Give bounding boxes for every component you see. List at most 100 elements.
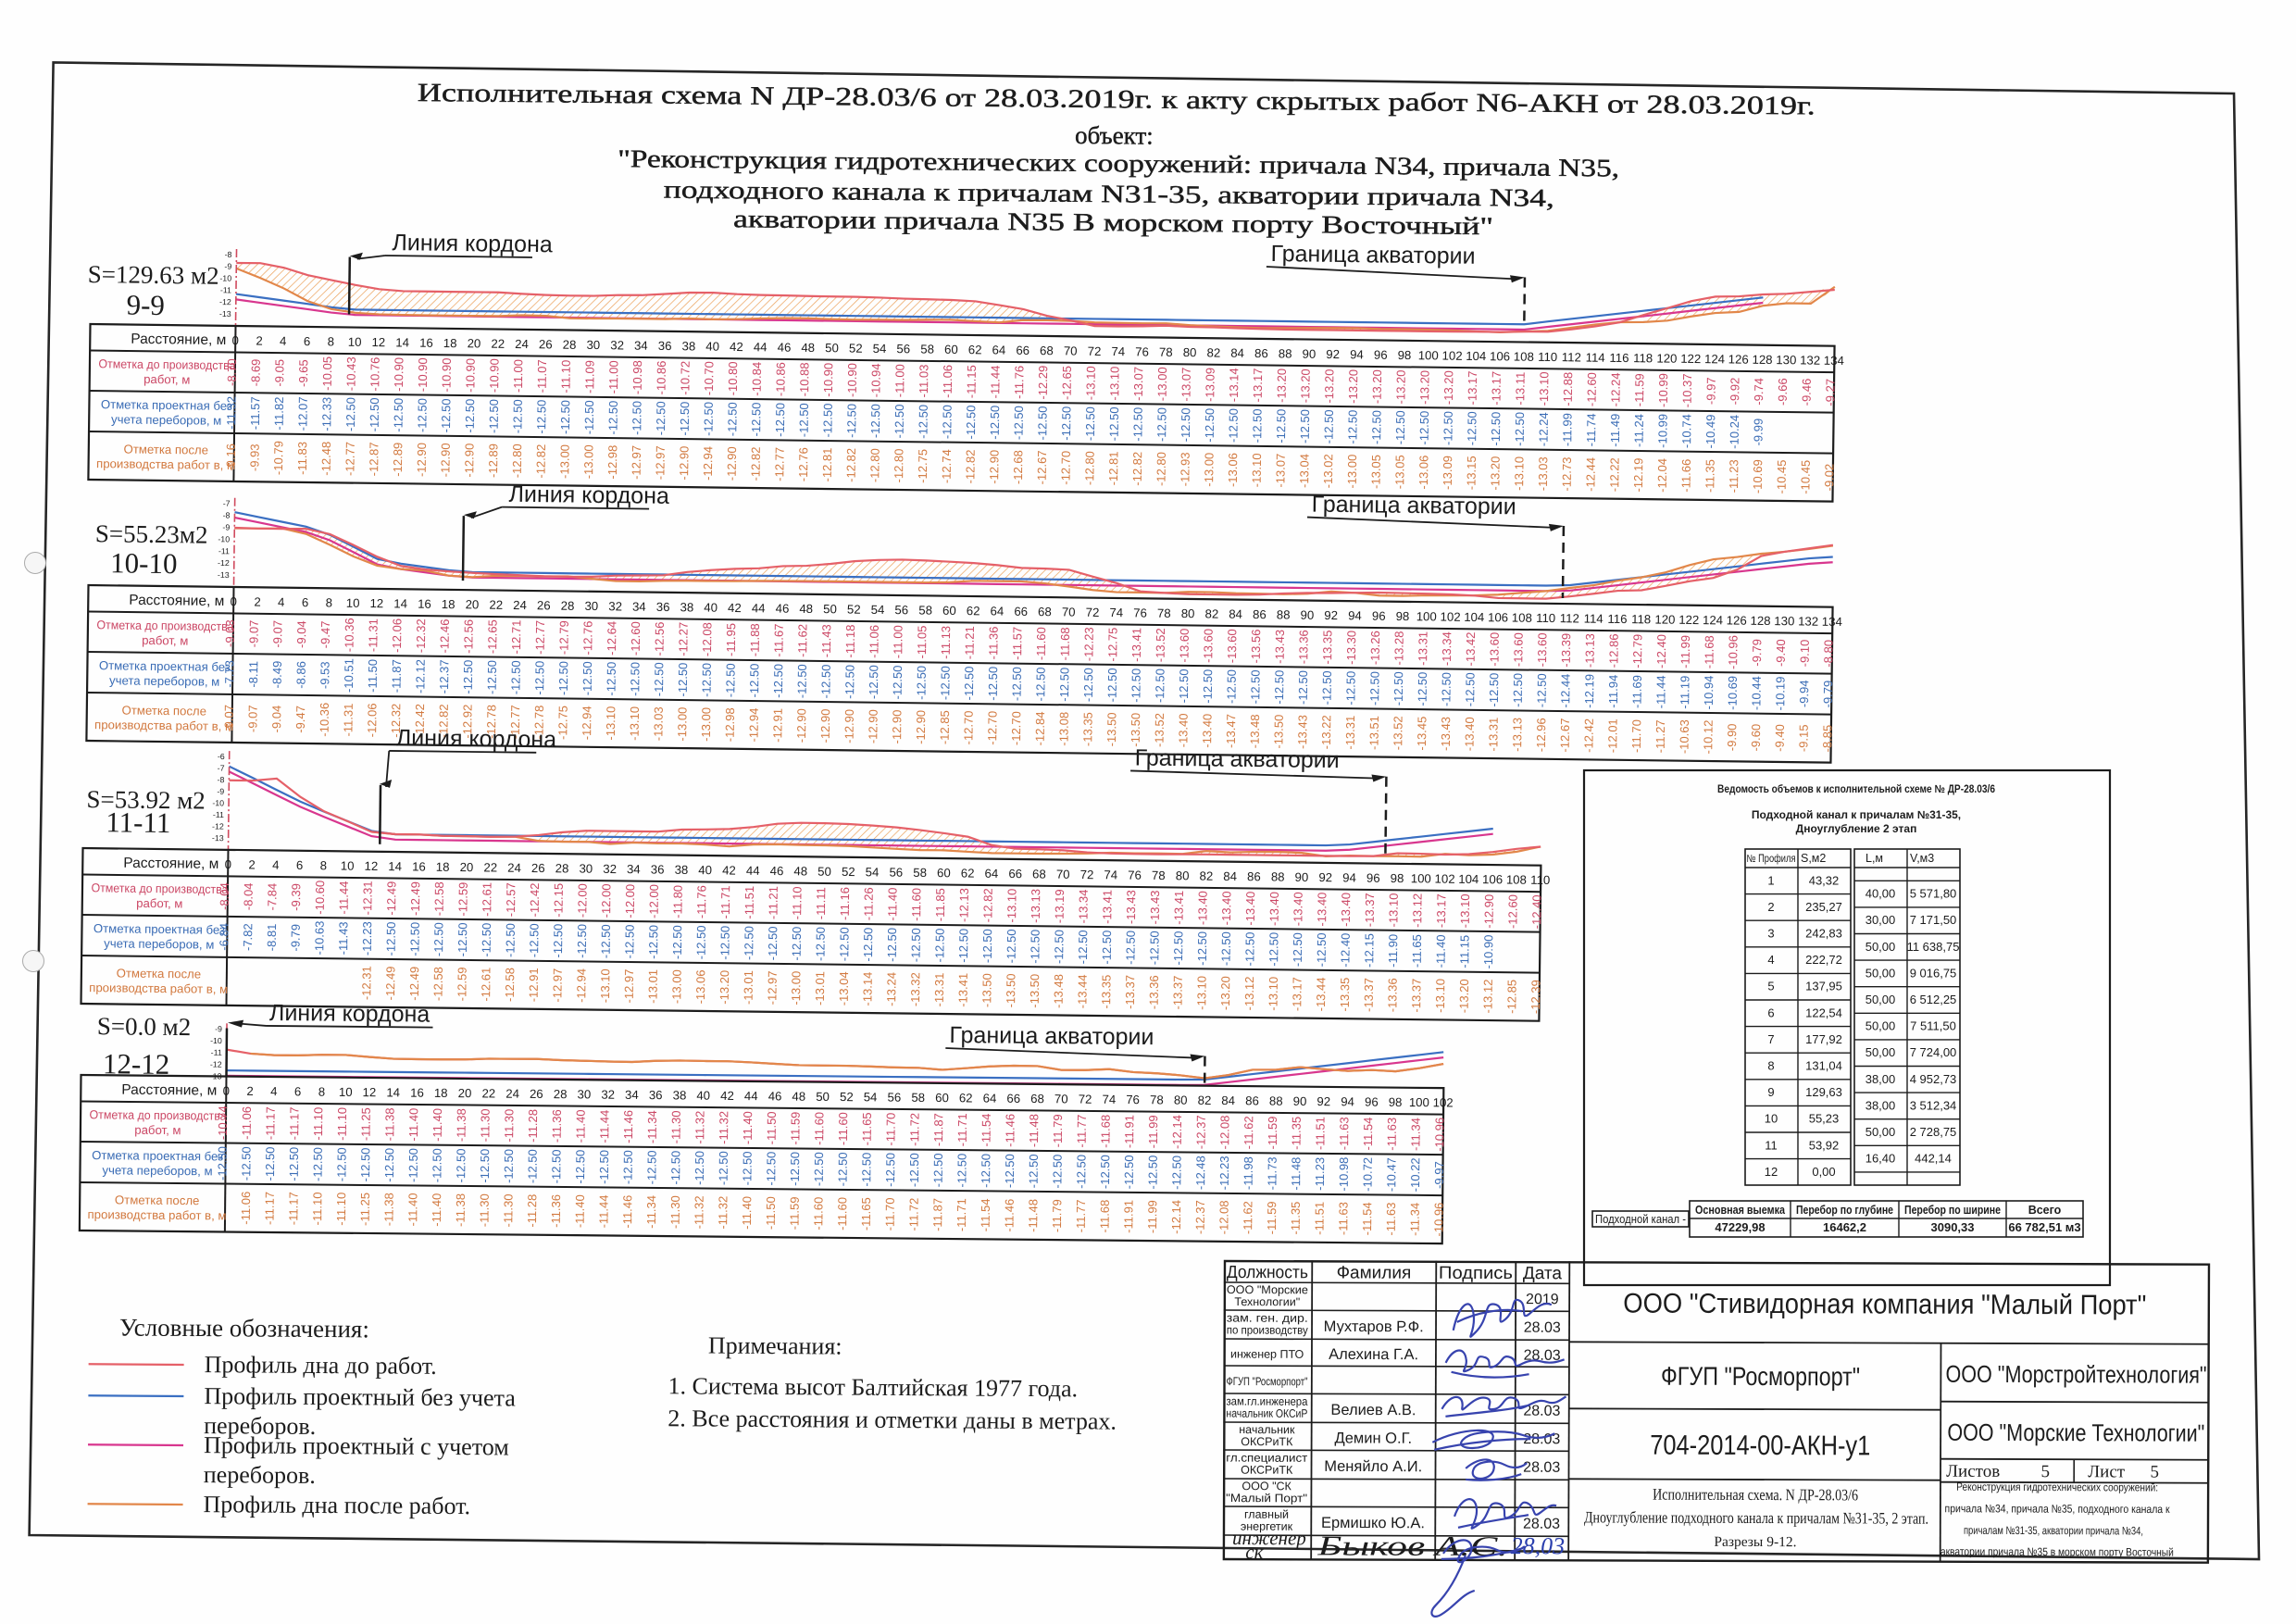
svg-text:начальник: начальник	[1239, 1423, 1295, 1436]
svg-text:-12.06: -12.06	[390, 618, 404, 653]
svg-text:-13.34: -13.34	[1440, 631, 1454, 666]
svg-text:-11.28: -11.28	[525, 1194, 539, 1228]
svg-text:-13.20: -13.20	[1441, 370, 1455, 405]
svg-text:-9.79: -9.79	[1821, 681, 1835, 708]
svg-text:-11.34: -11.34	[1408, 1118, 1422, 1151]
svg-text:-12.50: -12.50	[1391, 671, 1405, 706]
svg-text:-12.77: -12.77	[343, 442, 356, 476]
svg-text:704-2014-00-АКН-у1: 704-2014-00-АКН-у1	[1650, 1430, 1870, 1462]
svg-text:-10.96: -10.96	[1431, 1203, 1445, 1237]
svg-text:-12.50: -12.50	[534, 400, 548, 434]
svg-text:9 016,75: 9 016,75	[1910, 966, 1957, 980]
svg-text:-12.56: -12.56	[461, 619, 475, 654]
svg-text:Граница акватории: Граница акватории	[1312, 492, 1516, 520]
svg-text:88: 88	[1269, 1094, 1283, 1108]
svg-text:-12.50: -12.50	[1248, 669, 1262, 704]
svg-text:-13.60: -13.60	[1201, 629, 1215, 663]
svg-text:-12.50: -12.50	[725, 402, 739, 436]
svg-text:-12.50: -12.50	[1315, 932, 1329, 967]
svg-text:-12.50: -12.50	[1487, 673, 1501, 707]
svg-text:-12.91: -12.91	[770, 708, 784, 743]
svg-text:-12.58: -12.58	[432, 881, 446, 916]
svg-text:-12.40: -12.40	[1529, 894, 1543, 929]
svg-text:объект:: объект:	[1075, 121, 1154, 150]
svg-text:60: 60	[937, 866, 951, 880]
svg-text:-9.02: -9.02	[1822, 464, 1836, 492]
svg-text:-11.15: -11.15	[1457, 935, 1471, 968]
svg-text:S=53.92 м2: S=53.92 м2	[86, 785, 206, 815]
svg-text:-9.66: -9.66	[1776, 378, 1790, 406]
svg-text:-12.94: -12.94	[574, 968, 588, 1003]
svg-text:28: 28	[561, 599, 575, 613]
svg-text:-11.17: -11.17	[286, 1192, 300, 1225]
svg-text:-12.15: -12.15	[1362, 933, 1376, 968]
svg-text:-12.50: -12.50	[622, 924, 636, 958]
svg-text:-10.90: -10.90	[821, 363, 835, 397]
svg-text:-13.06: -13.06	[693, 969, 707, 1004]
svg-text:-12.50: -12.50	[892, 404, 906, 438]
svg-text:100: 100	[1409, 1095, 1429, 1109]
svg-text:-12.50: -12.50	[454, 1148, 468, 1182]
svg-text:инженер ПТО: инженер ПТО	[1230, 1348, 1304, 1361]
svg-text:34: 34	[627, 862, 641, 876]
svg-text:72: 72	[1088, 344, 1102, 358]
svg-text:44: 44	[744, 1089, 758, 1103]
svg-text:-12.60: -12.60	[629, 621, 643, 656]
svg-text:-11.50: -11.50	[764, 1196, 778, 1230]
svg-text:80: 80	[1176, 868, 1190, 882]
svg-text:-11.38: -11.38	[382, 1107, 396, 1141]
svg-text:-13.10: -13.10	[1194, 976, 1208, 1010]
svg-text:-11.71: -11.71	[718, 885, 732, 918]
svg-text:-10.43: -10.43	[344, 356, 358, 391]
svg-text:222,72: 222,72	[1805, 953, 1842, 967]
svg-text:-12.50: -12.50	[1489, 412, 1503, 446]
svg-text:-13.10: -13.10	[1250, 453, 1264, 487]
svg-text:-10.70: -10.70	[702, 361, 716, 395]
svg-text:-10: -10	[210, 1036, 222, 1045]
svg-text:-10.60: -10.60	[313, 881, 327, 915]
svg-text:-11.07: -11.07	[535, 359, 549, 393]
svg-text:-11.30: -11.30	[502, 1109, 516, 1143]
svg-text:-13.01: -13.01	[742, 970, 755, 1005]
svg-text:53,92: 53,92	[1809, 1138, 1840, 1152]
svg-text:52: 52	[840, 1090, 854, 1104]
svg-text:-11.40: -11.40	[406, 1108, 420, 1142]
svg-text:132: 132	[1798, 614, 1818, 628]
svg-text:177,92: 177,92	[1805, 1032, 1842, 1046]
svg-text:-12.50: -12.50	[1319, 670, 1333, 705]
svg-text:84: 84	[1230, 346, 1244, 360]
svg-text:130: 130	[1774, 614, 1794, 628]
svg-text:64: 64	[992, 343, 1005, 356]
svg-text:98: 98	[1391, 871, 1404, 885]
svg-text:-13.60: -13.60	[1535, 632, 1549, 667]
svg-text:-12.50: -12.50	[1012, 406, 1026, 440]
svg-text:4: 4	[1767, 953, 1774, 967]
svg-text:134: 134	[1822, 615, 1842, 629]
svg-text:-9.15: -9.15	[1796, 724, 1810, 752]
svg-text:64: 64	[985, 867, 999, 881]
svg-text:-12.50: -12.50	[334, 1147, 348, 1181]
svg-text:-13.36: -13.36	[1296, 630, 1310, 664]
svg-text:-10.44: -10.44	[1749, 676, 1763, 710]
svg-text:ФГУП "Росморпорт": ФГУП "Росморпорт"	[1661, 1362, 1860, 1392]
svg-text:-13.31: -13.31	[1486, 718, 1500, 752]
svg-text:-12.50: -12.50	[1035, 406, 1049, 440]
svg-text:118: 118	[1633, 351, 1653, 365]
svg-text:-11.90: -11.90	[1386, 934, 1400, 968]
svg-text:-13.17: -13.17	[1434, 893, 1448, 928]
svg-text:-12.50: -12.50	[1226, 408, 1240, 443]
svg-text:Отметка после: Отметка после	[121, 703, 206, 718]
svg-text:работ, м: работ, м	[134, 1123, 181, 1137]
svg-text:10: 10	[1765, 1112, 1778, 1126]
svg-text:6: 6	[296, 858, 304, 872]
svg-text:-13.40: -13.40	[1243, 892, 1257, 926]
svg-text:44: 44	[752, 601, 766, 615]
svg-text:-12.50: -12.50	[1463, 672, 1477, 706]
svg-text:-13.40: -13.40	[1462, 717, 1476, 751]
svg-text:80: 80	[1183, 345, 1197, 359]
svg-text:-13.10: -13.10	[1004, 889, 1018, 923]
svg-text:-11.23: -11.23	[1727, 459, 1741, 493]
svg-text:28.03: 28.03	[1524, 1320, 1561, 1336]
svg-text:-11.19: -11.19	[1678, 676, 1691, 709]
svg-text:Отметка до производства: Отметка до производства	[90, 1107, 228, 1122]
